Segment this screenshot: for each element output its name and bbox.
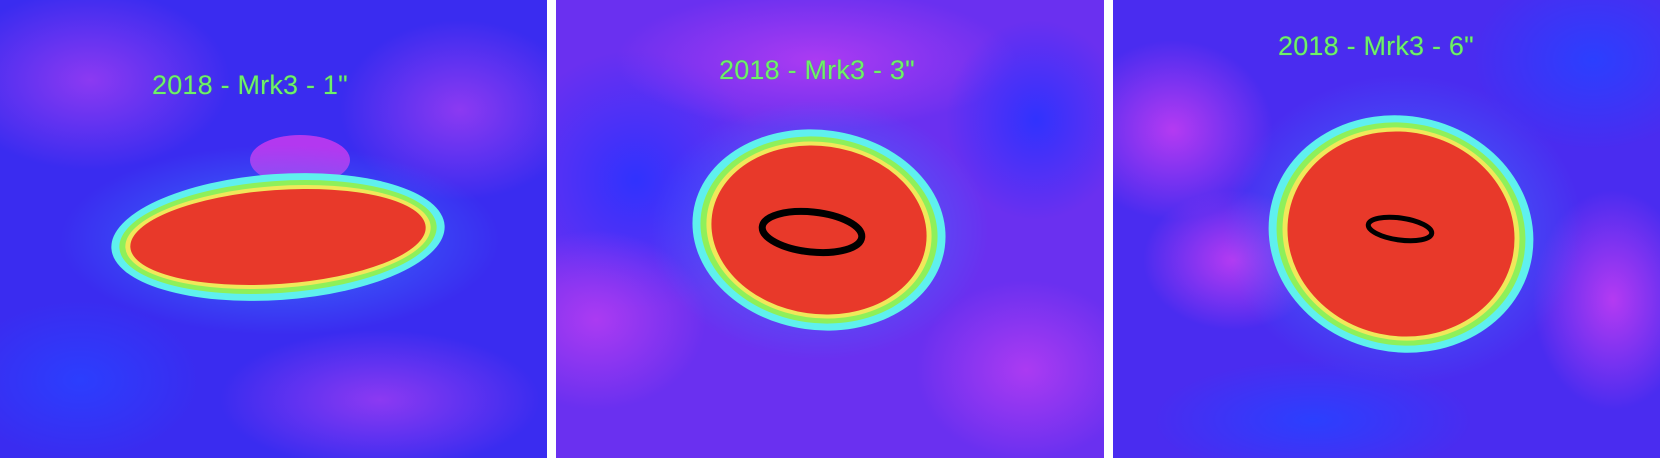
- image-panel-1: 2018 - Mrk3 - 1": [0, 0, 547, 458]
- image-panel-3: 2018 - Mrk3 - 6": [1113, 0, 1660, 458]
- background-blob: [916, 280, 1104, 458]
- background-blob: [946, 20, 1104, 220]
- source-core: [130, 188, 426, 286]
- background-blob: [1113, 40, 1273, 220]
- background-blob: [0, 300, 200, 458]
- source-core: [1287, 131, 1515, 337]
- background-blob: [340, 20, 547, 200]
- contour-line: [758, 207, 866, 257]
- image-panel-2: 2018 - Mrk3 - 3": [556, 0, 1104, 458]
- contour-line: [1365, 214, 1435, 244]
- panel-label: 2018 - Mrk3 - 1": [152, 70, 348, 100]
- panel-label: 2018 - Mrk3 - 6": [1278, 31, 1474, 61]
- background-blob: [220, 330, 540, 458]
- emission-map-1: [0, 0, 547, 458]
- background-blob: [0, 0, 230, 170]
- panel-label: 2018 - Mrk3 - 3": [719, 55, 915, 85]
- background-blob: [616, 0, 1016, 130]
- emission-map-2: [556, 0, 1104, 458]
- source-core: [711, 145, 927, 315]
- emission-map-3: [1113, 0, 1660, 458]
